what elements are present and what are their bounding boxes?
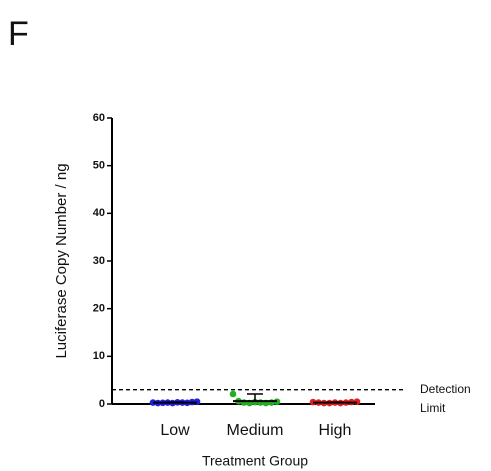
y-tick-label: 0 — [99, 398, 105, 410]
data-point — [229, 390, 237, 398]
y-tick-label: 60 — [93, 112, 105, 124]
x-tick-label: Low — [160, 422, 190, 439]
y-tick-label: 50 — [93, 160, 105, 172]
x-axis-label: Treatment Group — [202, 453, 308, 469]
y-tick-label: 20 — [93, 303, 105, 315]
panel-label: F — [8, 15, 29, 53]
detection-label: Limit — [420, 401, 446, 415]
y-tick-label: 30 — [93, 255, 105, 267]
x-tick-label: Medium — [227, 422, 284, 439]
detection-label: Detection — [420, 382, 471, 396]
y-tick-label: 40 — [93, 207, 105, 219]
x-tick-label: High — [319, 422, 352, 439]
y-axis-label: Luciferase Copy Number / ng — [53, 163, 70, 358]
y-tick-label: 10 — [93, 350, 105, 362]
